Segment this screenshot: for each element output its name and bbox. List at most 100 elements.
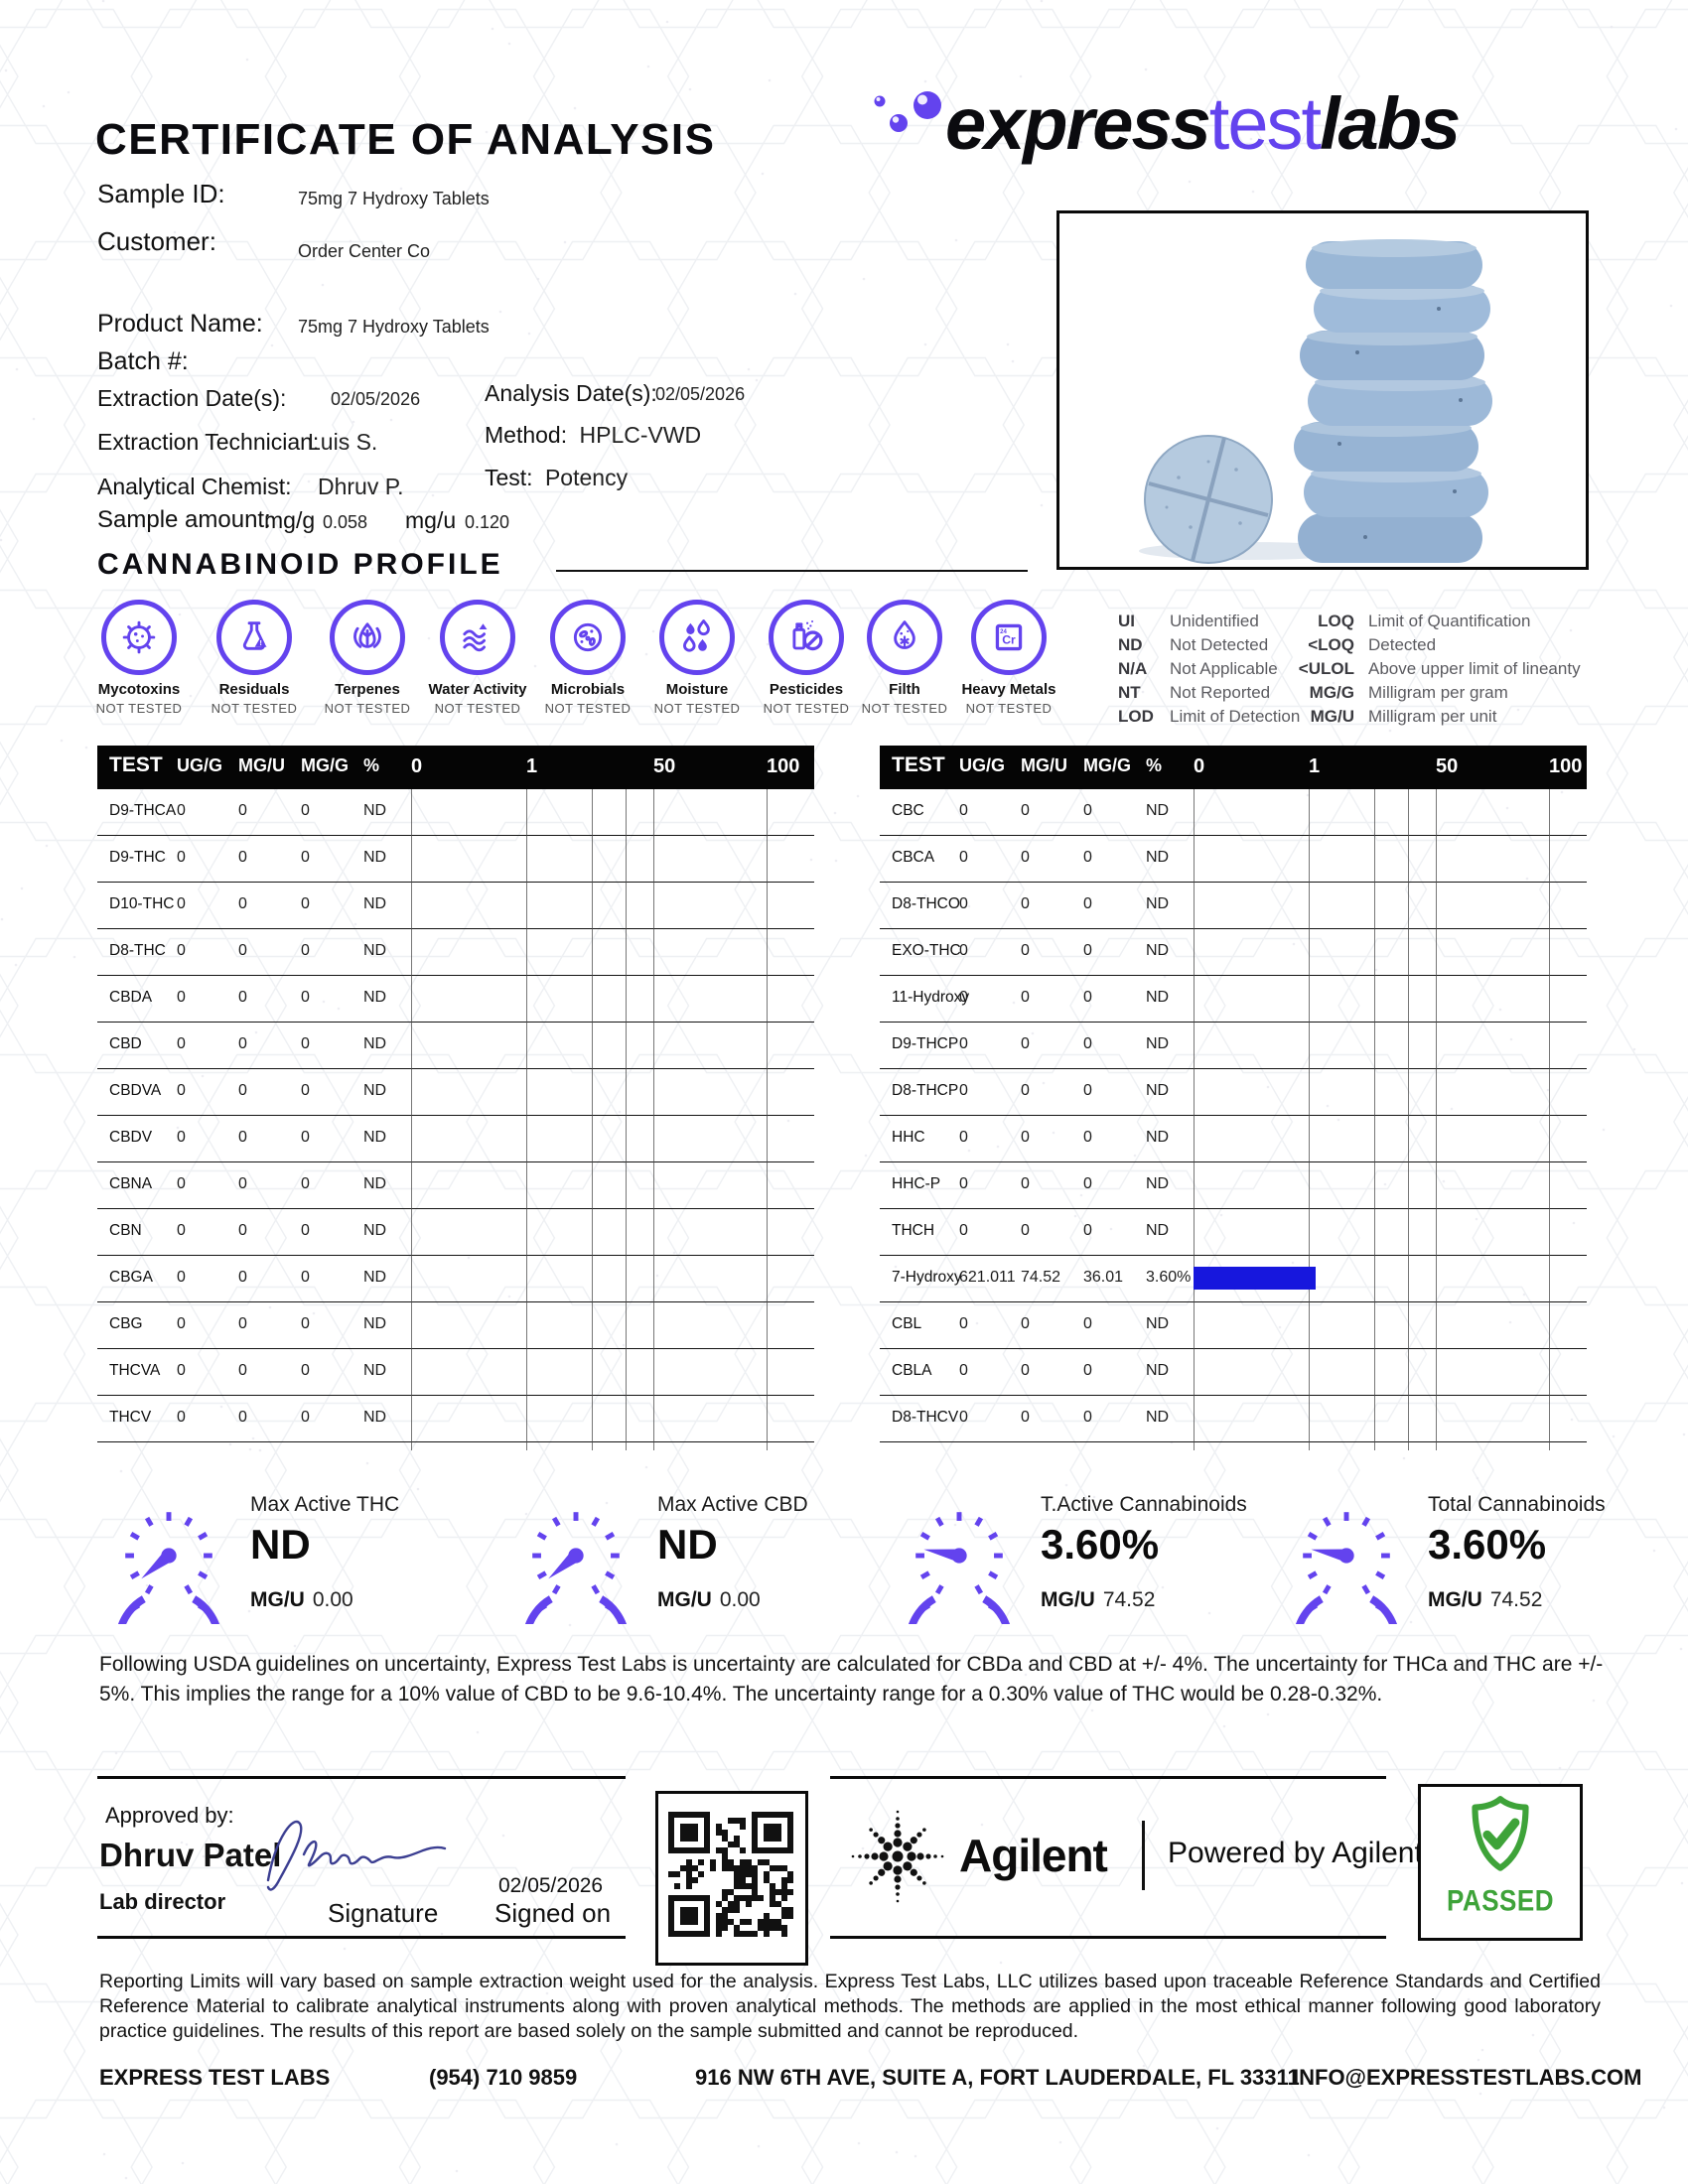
chart-gridline (1436, 789, 1437, 1451)
signature-scribble (266, 1821, 447, 1891)
cell-test-name: CBN (109, 1222, 142, 1239)
cannabinoid-table-left: TEST UG/G MG/U MG/G% 0 1 50 100 D9-THCA 0 0 0 ND D9-T… (97, 746, 814, 1451)
legend-key: LOQ (1318, 612, 1354, 630)
table-row: D9-THC 0 0 0 ND (97, 836, 814, 883)
legend-definition: Milligram per unit (1368, 707, 1497, 726)
svg-text:Cr: Cr (1002, 633, 1016, 647)
cell-test-name: CBG (109, 1315, 143, 1332)
table-row: CBL 0 0 0 ND (880, 1302, 1587, 1349)
column-header: MG/U (238, 755, 285, 775)
chart-gridline (1194, 789, 1195, 1451)
table-row: EXO-THC 0 0 0 ND (880, 929, 1587, 976)
legend-entry: <ULOL Above upper limit of lineanty (1279, 659, 1607, 683)
footer-email: INFO@EXPRESSTESTLABS.COM (1293, 2065, 1642, 2090)
cell-value: ND (363, 1175, 387, 1192)
cell-value: 0 (301, 849, 310, 866)
cell-value: 0 (177, 942, 186, 959)
cell-value: 0 (1083, 1362, 1092, 1379)
cell-value: 0 (301, 1315, 310, 1332)
batch-label: Batch #: (97, 347, 189, 375)
mg-u-label: mg/u (405, 507, 457, 533)
column-header: % (1146, 755, 1163, 775)
cell-value: ND (1146, 1035, 1170, 1052)
cell-value: 74.52 (1021, 1269, 1061, 1286)
legend-key: <LOQ (1308, 635, 1354, 654)
panel-status: NOT TESTED (211, 701, 298, 716)
cell-value: 0 (1021, 1175, 1030, 1192)
gauge-unit: MG/U 0.00 (657, 1588, 761, 1612)
qr-modules (668, 1812, 793, 1937)
panel-label: Heavy Metals (961, 681, 1056, 698)
gauge-unit: MG/U 74.52 (1041, 1588, 1155, 1612)
concentration-bar (1194, 1267, 1316, 1290)
signature-caption: Signature (328, 1898, 439, 1928)
logo-express: express (945, 82, 1211, 165)
cell-value: ND (363, 1222, 387, 1239)
panel-microbials: Microbials NOT TESTED (530, 600, 645, 716)
chart-gridline (1374, 789, 1375, 1451)
logo-test: test (1208, 82, 1322, 165)
gauge-dial-icon (1295, 1512, 1398, 1624)
analytical-chemist-label: Analytical Chemist: (97, 474, 292, 499)
cell-test-name: CBD (109, 1035, 142, 1052)
cell-value: ND (1146, 802, 1170, 819)
gauge-unit-label: MG/U (657, 1588, 712, 1611)
cell-value: 0 (1083, 1409, 1092, 1426)
cell-value: ND (363, 1082, 387, 1099)
cell-value: 0 (1083, 1129, 1092, 1146)
cell-value: ND (363, 942, 387, 959)
legend-definition: Above upper limit of lineanty (1368, 659, 1581, 678)
cell-value: ND (1146, 1129, 1170, 1146)
cell-value: 0 (959, 989, 968, 1006)
panel-status: NOT TESTED (544, 701, 632, 716)
column-header: UG/G (177, 755, 223, 775)
cell-value: ND (1146, 849, 1170, 866)
gauge-unit: MG/U 74.52 (1428, 1588, 1542, 1612)
cell-value: ND (1146, 1362, 1170, 1379)
cell-value: 0 (177, 1175, 186, 1192)
cell-value: 0 (959, 1315, 968, 1332)
cell-value: ND (1146, 989, 1170, 1006)
cell-value: 0 (1021, 1082, 1030, 1099)
cell-value: 0 (238, 942, 247, 959)
cell-value: 0 (1083, 1082, 1092, 1099)
gauge-max-active-cbd: Max Active CBD ND MG/U 0.00 (510, 1487, 908, 1636)
table-row: HHC 0 0 0 ND (880, 1116, 1587, 1162)
cell-value: 0 (959, 1035, 968, 1052)
cell-value: 0 (177, 1222, 186, 1239)
legend-key: <ULOL (1298, 659, 1354, 678)
cell-value: 0 (301, 1409, 310, 1426)
extraction-date-label: Extraction Date(s): (97, 385, 287, 411)
legend-definition: Unidentified (1170, 612, 1259, 630)
cell-value: 0 (959, 1222, 968, 1239)
panel-status: NOT TESTED (324, 701, 411, 716)
cell-value: ND (363, 1409, 387, 1426)
legend-entry: LOQ Limit of Quantification (1279, 612, 1607, 635)
cell-value: 0 (301, 1222, 310, 1239)
column-header: % (363, 755, 380, 775)
cell-value: ND (363, 1269, 387, 1286)
cell-value: 0 (238, 1269, 247, 1286)
gauge-max-active-thc: Max Active THC ND MG/U 0.00 (103, 1487, 500, 1636)
cell-value: 0 (959, 1082, 968, 1099)
cell-value: 0 (1083, 895, 1092, 912)
cell-value: 0 (177, 1269, 186, 1286)
uncertainty-disclaimer: Following USDA guidelines on uncertainty… (99, 1653, 1604, 1706)
legend-entry: N/A Not Applicable (1118, 659, 1366, 683)
extraction-date-value: 02/05/2026 (331, 389, 421, 409)
cell-value: 0 (959, 802, 968, 819)
column-header: TEST (109, 753, 163, 776)
test-line: Test: Potency (485, 465, 628, 491)
cell-value: 0 (238, 989, 247, 1006)
legend-column-1: UI Unidentified ND Not Detected N/A Not Appli… (1118, 612, 1366, 731)
legend-definition: Milligram per gram (1368, 683, 1508, 702)
chart-gridline (592, 789, 593, 1451)
approval-bottom-rule (97, 1936, 626, 1939)
table-row: CBG 0 0 0 ND (97, 1302, 814, 1349)
cell-value: 0 (959, 849, 968, 866)
table-row: CBDA 0 0 0 ND (97, 976, 814, 1023)
panel-label: Terpenes (335, 681, 400, 698)
chart-gridline (626, 789, 627, 1451)
cell-value: 0 (1083, 989, 1092, 1006)
cell-value: 0 (177, 802, 186, 819)
